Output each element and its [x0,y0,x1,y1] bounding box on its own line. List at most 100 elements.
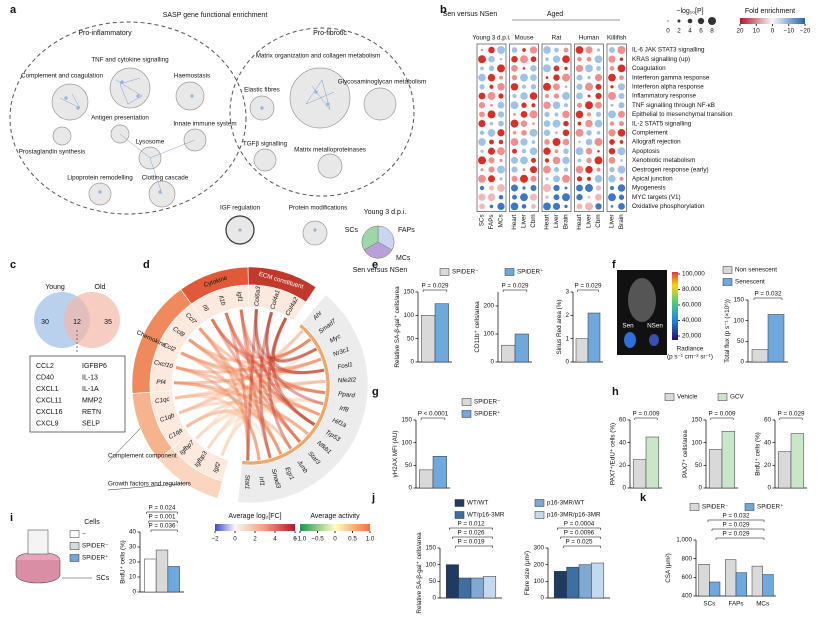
ribbon [254,309,318,362]
ribbon [198,327,326,395]
bracket [449,527,493,530]
header: Aged [547,11,563,18]
y-tick-label: 0 [410,359,414,366]
row-label: IL-6 JAK STAT3 signalling [632,47,705,54]
y-tick-label: 0 [698,485,702,492]
panel-label: h [612,386,619,398]
dot [511,175,518,182]
y-tick-label: 2 [565,312,569,319]
dot [552,202,561,210]
dot [594,119,603,128]
ribbon [174,394,261,461]
y-tick-label: 0 [408,485,412,492]
dot [618,102,625,109]
ribbon [206,415,293,450]
legend-swatch [534,511,545,519]
legend-label: − [82,531,86,538]
legend-tick-label: 4 [273,536,277,543]
venn-count: 12 [73,319,81,326]
ribbon [265,311,324,406]
ligand-label: Pf4 [156,379,166,386]
legend-swatch [69,530,80,538]
column-label: Brain [618,214,625,229]
ribbon [180,351,283,456]
dot [522,67,526,70]
dot [480,66,484,71]
bar [751,349,769,363]
y-tick-label: 150 [425,545,436,552]
dot [545,76,549,79]
dot [544,158,550,163]
dot [478,193,486,201]
column-label: Heart [576,214,583,230]
legend-swatch [744,503,755,511]
dot [521,204,527,209]
dot [520,138,528,146]
dot [479,185,485,191]
dot [608,110,616,119]
dot [595,185,602,191]
dot [562,110,570,119]
y-tick-label: 0 [740,359,744,366]
bracket [711,528,765,531]
dot [478,174,486,183]
ribbon [180,351,322,373]
y-axis-label: BrdU⁺ cells (%) [755,432,762,476]
size-key [667,20,669,22]
dot [563,167,569,172]
color-tick-label: 10 [753,28,761,35]
target-label: Irf8 [339,405,350,414]
y-tick-label: 100 [483,331,494,338]
ligand-label: Igf2 [212,461,223,474]
ribbon [206,347,318,450]
colorbar-tick-label: 80,000 [682,286,702,293]
group-label: Pro-inflammatory [78,30,132,37]
colorbar [215,524,295,531]
dot [553,65,560,72]
bar [698,564,710,597]
dot [530,166,537,174]
column-label: Heart [511,214,518,230]
dot [497,184,505,192]
dot [487,128,496,137]
group-label: Pro-fibrotic [313,30,347,37]
dot [597,149,600,153]
dot [594,55,603,64]
p-value: P = 0.029 [722,522,750,529]
y-axis-label: Relative SA-β-gal⁺ cells/area [394,286,401,368]
y-tick-label: 0 [432,595,436,602]
dot [479,203,485,210]
column-label: Cbm [530,214,537,227]
bracket [148,520,178,523]
ribbon [175,337,312,374]
panel-label: a [10,4,17,16]
colorbar [672,272,678,340]
term-label: Clotting cascade [142,175,189,182]
y-tick-label: 150 [733,297,744,304]
dot [617,64,626,73]
ribbon [210,318,325,375]
gene-label: RETN [82,409,101,416]
dot [585,184,593,192]
dot [522,48,526,52]
pie-caption: Sen versus NSen [353,267,408,274]
dot [610,205,614,208]
bracket [715,537,765,540]
column-label: Brain [563,214,570,229]
dot [521,129,527,136]
dot [596,167,601,172]
dot [522,186,526,190]
dot [608,55,616,63]
legend-label: GCV [730,394,744,401]
dot [479,84,485,90]
legend-title: Average activity [310,513,360,520]
dot [563,47,569,53]
dot [594,74,603,82]
dish-label: SCs [96,575,110,582]
target-label: Irf1 [257,476,265,486]
y-tick-label: 100 [403,312,414,319]
size-key [708,17,716,25]
dot [478,138,486,146]
pie-title: Young 3 d.p.i. [364,209,407,216]
dot [520,120,528,127]
